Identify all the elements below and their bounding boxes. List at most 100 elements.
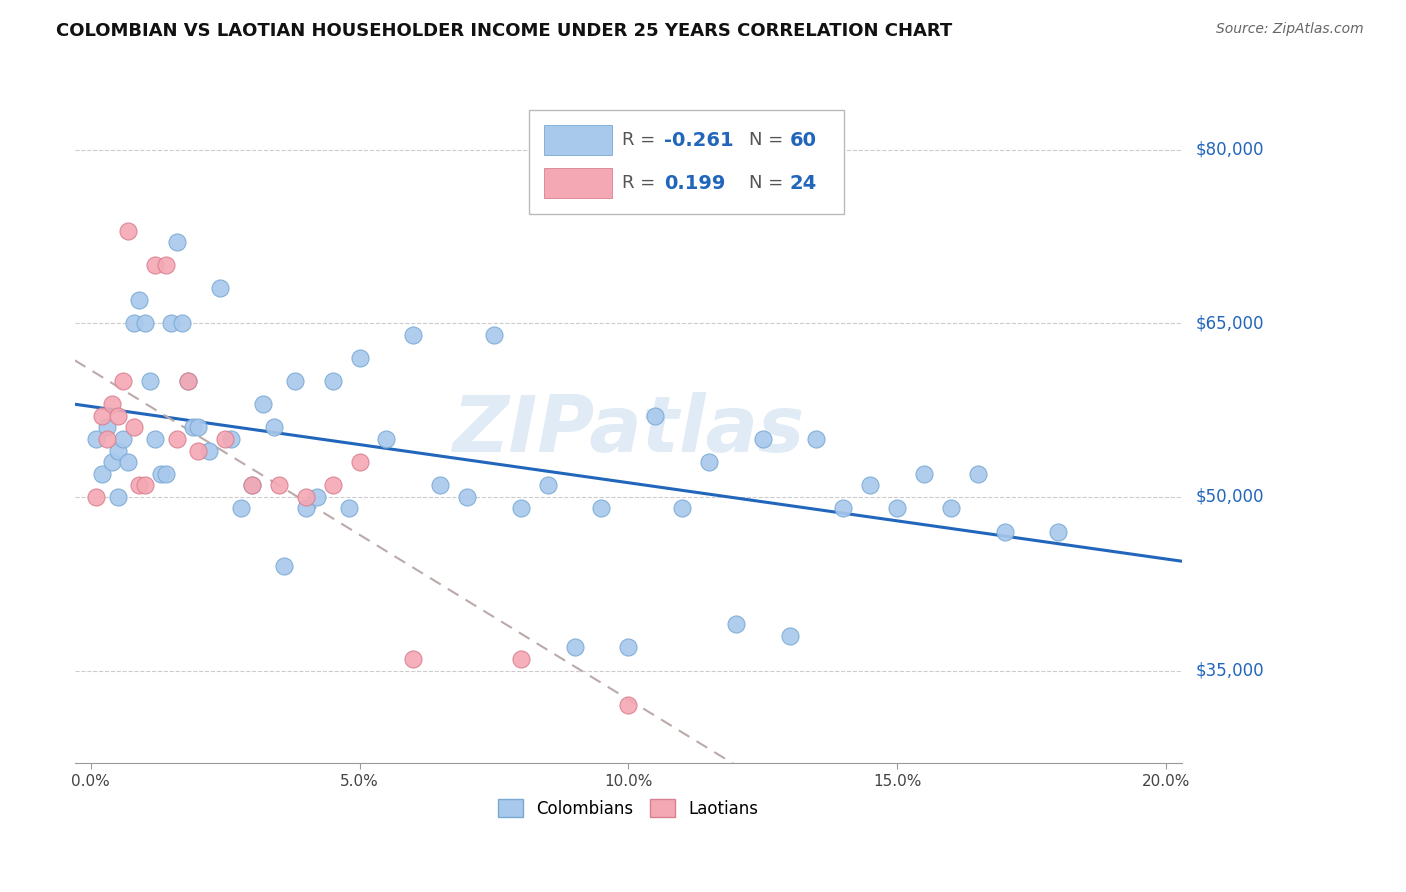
Point bbox=[273, 559, 295, 574]
Point bbox=[231, 501, 253, 516]
Point bbox=[429, 478, 451, 492]
Point bbox=[155, 467, 177, 481]
Point bbox=[482, 327, 505, 342]
Point bbox=[617, 640, 640, 655]
Point bbox=[349, 351, 371, 365]
Point bbox=[591, 501, 613, 516]
Point bbox=[96, 432, 118, 446]
Point bbox=[166, 235, 188, 249]
Point bbox=[101, 397, 124, 411]
Point bbox=[240, 478, 263, 492]
Point bbox=[751, 432, 773, 446]
Text: N =: N = bbox=[749, 174, 789, 192]
Point bbox=[966, 467, 988, 481]
Point bbox=[263, 420, 285, 434]
Point bbox=[322, 478, 344, 492]
Point bbox=[134, 478, 156, 492]
Point bbox=[859, 478, 882, 492]
Point bbox=[181, 420, 204, 434]
Point bbox=[322, 374, 344, 388]
FancyBboxPatch shape bbox=[544, 125, 612, 155]
Text: Source: ZipAtlas.com: Source: ZipAtlas.com bbox=[1216, 22, 1364, 37]
Point bbox=[122, 420, 145, 434]
Point bbox=[208, 281, 231, 295]
Point bbox=[993, 524, 1015, 539]
Point bbox=[172, 316, 194, 330]
Point bbox=[117, 224, 139, 238]
Point bbox=[832, 501, 855, 516]
Point bbox=[107, 490, 129, 504]
Point bbox=[617, 698, 640, 713]
Point bbox=[176, 374, 198, 388]
Point bbox=[128, 478, 150, 492]
Point bbox=[509, 652, 531, 666]
Text: ZIPatlas: ZIPatlas bbox=[453, 392, 804, 467]
Point bbox=[252, 397, 274, 411]
Point bbox=[779, 629, 801, 643]
Legend: Colombians, Laotians: Colombians, Laotians bbox=[492, 793, 765, 824]
Point bbox=[644, 409, 666, 423]
Point bbox=[284, 374, 307, 388]
Point bbox=[939, 501, 962, 516]
Point bbox=[806, 432, 828, 446]
Text: R =: R = bbox=[621, 131, 661, 149]
Point bbox=[176, 374, 198, 388]
FancyBboxPatch shape bbox=[529, 111, 844, 214]
Point bbox=[112, 374, 135, 388]
Point bbox=[214, 432, 236, 446]
Point bbox=[509, 501, 531, 516]
Point bbox=[134, 316, 156, 330]
Point bbox=[305, 490, 328, 504]
Point bbox=[112, 432, 135, 446]
Text: -0.261: -0.261 bbox=[664, 130, 734, 150]
Text: $80,000: $80,000 bbox=[1197, 141, 1264, 159]
Point bbox=[724, 617, 747, 632]
Point bbox=[160, 316, 183, 330]
Point bbox=[402, 652, 425, 666]
Point bbox=[84, 490, 107, 504]
Point bbox=[198, 443, 221, 458]
Point bbox=[128, 293, 150, 307]
Point bbox=[101, 455, 124, 469]
Point bbox=[295, 501, 318, 516]
Point bbox=[122, 316, 145, 330]
Point bbox=[375, 432, 398, 446]
Text: $35,000: $35,000 bbox=[1197, 662, 1264, 680]
Point bbox=[240, 478, 263, 492]
Point bbox=[96, 420, 118, 434]
Point bbox=[187, 443, 209, 458]
Point bbox=[117, 455, 139, 469]
Text: 24: 24 bbox=[790, 174, 817, 193]
Text: N =: N = bbox=[749, 131, 789, 149]
Point bbox=[564, 640, 586, 655]
Point bbox=[145, 258, 167, 272]
Point bbox=[671, 501, 693, 516]
Point bbox=[90, 467, 112, 481]
Text: $65,000: $65,000 bbox=[1197, 314, 1264, 332]
Text: R =: R = bbox=[621, 174, 661, 192]
Point bbox=[456, 490, 478, 504]
Point bbox=[145, 432, 167, 446]
Point bbox=[84, 432, 107, 446]
Point bbox=[155, 258, 177, 272]
Point bbox=[267, 478, 290, 492]
Text: COLOMBIAN VS LAOTIAN HOUSEHOLDER INCOME UNDER 25 YEARS CORRELATION CHART: COLOMBIAN VS LAOTIAN HOUSEHOLDER INCOME … bbox=[56, 22, 952, 40]
Text: $50,000: $50,000 bbox=[1197, 488, 1264, 506]
Point bbox=[187, 420, 209, 434]
Point bbox=[1047, 524, 1070, 539]
Point bbox=[697, 455, 720, 469]
FancyBboxPatch shape bbox=[544, 168, 612, 198]
Point bbox=[219, 432, 242, 446]
Point bbox=[107, 443, 129, 458]
Point bbox=[402, 327, 425, 342]
Point bbox=[912, 467, 935, 481]
Point bbox=[295, 490, 318, 504]
Text: 0.199: 0.199 bbox=[664, 174, 725, 193]
Point bbox=[337, 501, 360, 516]
Point bbox=[166, 432, 188, 446]
Point bbox=[886, 501, 908, 516]
Text: 60: 60 bbox=[790, 130, 817, 150]
Point bbox=[537, 478, 560, 492]
Point bbox=[90, 409, 112, 423]
Point bbox=[107, 409, 129, 423]
